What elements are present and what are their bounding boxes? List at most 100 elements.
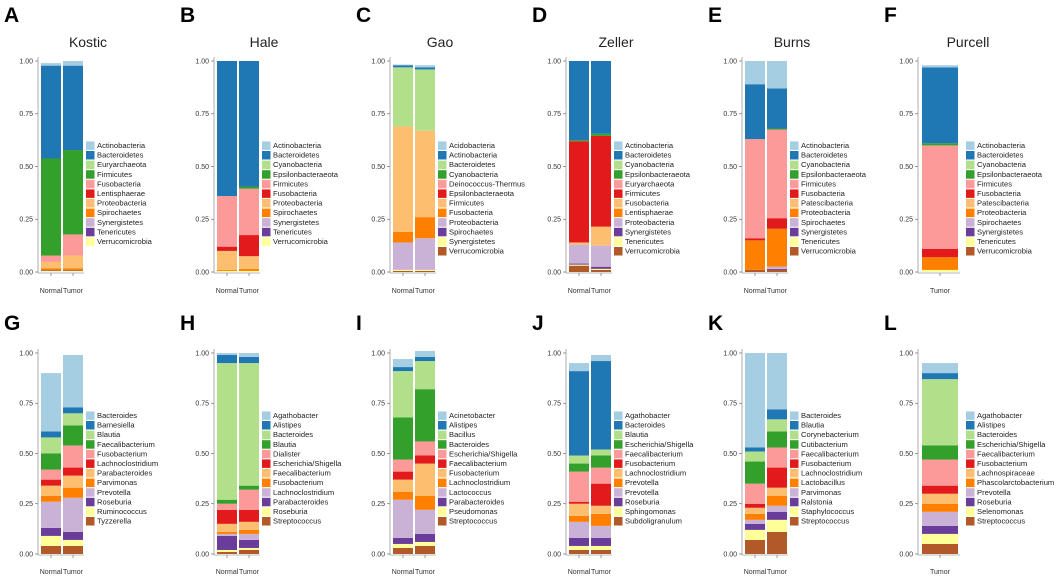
legend-entry: Bacteroidetes xyxy=(801,151,848,160)
bar-segment xyxy=(767,519,787,532)
bar-segment xyxy=(745,61,765,85)
bar-segment xyxy=(745,513,765,520)
bar-segment xyxy=(569,549,589,554)
panel-e: E Burns 0.00 0.25 0.50 0.75 1.00 Normal Tumor Act… xyxy=(708,4,867,295)
legend-swatch xyxy=(614,179,623,189)
legend-entry: Proteobacteria xyxy=(273,199,323,208)
legend-entry: Epsilonbacteraeota xyxy=(625,170,691,179)
legend-swatch xyxy=(614,430,623,440)
bar-segment xyxy=(767,431,787,448)
bar-segment xyxy=(393,479,413,492)
bar-segment xyxy=(41,431,61,438)
y-tick-label: 0.75 xyxy=(899,111,913,118)
y-tick-label: 0.25 xyxy=(547,501,561,508)
legend-entry: Acidobacteria xyxy=(449,141,496,150)
bar-segment xyxy=(745,353,765,448)
bar-segment xyxy=(415,65,435,68)
legend-swatch xyxy=(262,227,271,237)
y-tick-label: 0.50 xyxy=(547,451,561,458)
y-tick-label: 0.75 xyxy=(195,401,209,408)
bar-segment xyxy=(591,133,611,136)
bar-segment xyxy=(745,447,765,452)
y-tick-label: 0.50 xyxy=(723,164,737,171)
legend-entry: Tyzzerella xyxy=(97,517,132,526)
legend-entry: Spirochaetes xyxy=(449,227,494,236)
legend-swatch xyxy=(262,237,271,246)
legend-entry: Parabacteroides xyxy=(273,497,329,506)
legend-swatch xyxy=(262,411,271,420)
legend-swatch xyxy=(790,227,799,237)
bar-segment xyxy=(591,483,611,506)
y-tick-label: 0.75 xyxy=(195,111,209,118)
bar-segment xyxy=(569,545,589,550)
bar-segment xyxy=(767,266,787,269)
bar-segment xyxy=(217,531,237,534)
bar-segment xyxy=(41,270,61,271)
panel-letter: L xyxy=(884,312,897,335)
legend-swatch xyxy=(86,218,95,227)
legend-entry: Escherichia/Shigella xyxy=(449,449,518,458)
y-tick-label: 0.25 xyxy=(19,217,33,224)
bar-segment xyxy=(239,509,259,522)
bar-segment xyxy=(63,268,83,271)
legend-entry: Cyanobacteria xyxy=(801,160,851,169)
x-tick-label: Normal xyxy=(744,569,767,576)
bar-segment xyxy=(591,245,611,267)
panel-d: D Zeller 0.00 0.25 0.50 0.75 1.00 Normal Tumor Ac… xyxy=(532,4,691,295)
legend-swatch xyxy=(262,179,271,189)
legend-swatch xyxy=(966,218,975,227)
bar-segment xyxy=(591,361,611,450)
y-tick-label: 0.25 xyxy=(723,501,737,508)
legend-swatch xyxy=(614,421,623,430)
bar-segment xyxy=(591,467,611,484)
y-tick-label: 0.25 xyxy=(195,501,209,508)
legend-swatch xyxy=(966,507,975,516)
legend-swatch xyxy=(966,497,975,507)
legend-swatch xyxy=(262,218,271,227)
panel-b: B Hale 0.00 0.25 0.50 0.75 1.00 Normal Tumor Acti… xyxy=(180,4,339,295)
y-tick-label: 0.25 xyxy=(547,217,561,224)
bar-segment xyxy=(217,551,237,554)
legend-swatch xyxy=(790,160,799,170)
bar-segment xyxy=(393,359,413,368)
bar-segment xyxy=(569,263,589,265)
legend-swatch xyxy=(614,478,623,488)
legend-entry: Alistipes xyxy=(449,421,477,430)
legend-swatch xyxy=(966,227,975,237)
legend-entry: Lachnospiraceae xyxy=(977,469,1035,478)
legend-entry: Cyanobacteria xyxy=(449,170,499,179)
legend-swatch xyxy=(966,151,975,160)
legend-swatch xyxy=(966,459,975,468)
legend-entry: Escherichia/Shigella xyxy=(625,440,694,449)
legend-swatch xyxy=(86,488,95,497)
legend-swatch xyxy=(86,449,95,459)
bar-segment xyxy=(767,268,787,270)
bar-segment xyxy=(393,537,413,544)
legend-swatch xyxy=(966,517,975,526)
y-tick-label: 0.00 xyxy=(899,551,913,558)
legend-entry: Alistipes xyxy=(977,421,1005,430)
x-tick-label: Normal xyxy=(568,288,591,295)
bar-segment xyxy=(745,84,765,140)
bar-segment xyxy=(239,235,259,257)
legend-swatch xyxy=(614,199,623,208)
panel-letter: G xyxy=(4,312,20,335)
y-tick-label: 0.50 xyxy=(19,451,33,458)
bar-segment xyxy=(217,61,237,197)
legend-entry: Fusobacterium xyxy=(801,459,851,468)
bar-segment xyxy=(569,515,589,522)
y-tick-label: 1.00 xyxy=(371,350,385,357)
bar-segment xyxy=(217,549,237,552)
bar-segment xyxy=(239,485,259,490)
legend-swatch xyxy=(790,507,799,516)
legend-swatch xyxy=(614,507,623,516)
legend-swatch xyxy=(438,488,447,497)
x-tick-label: Tumor xyxy=(767,569,788,576)
legend-entry: Parvimonas xyxy=(97,478,137,487)
legend-entry: Proteobacteria xyxy=(625,218,675,227)
bar-segment xyxy=(591,505,611,514)
legend-swatch xyxy=(790,237,799,246)
legend-entry: Dialister xyxy=(273,449,301,458)
legend-entry: Verrucomicrobia xyxy=(97,237,153,246)
bar-segment xyxy=(745,139,765,239)
